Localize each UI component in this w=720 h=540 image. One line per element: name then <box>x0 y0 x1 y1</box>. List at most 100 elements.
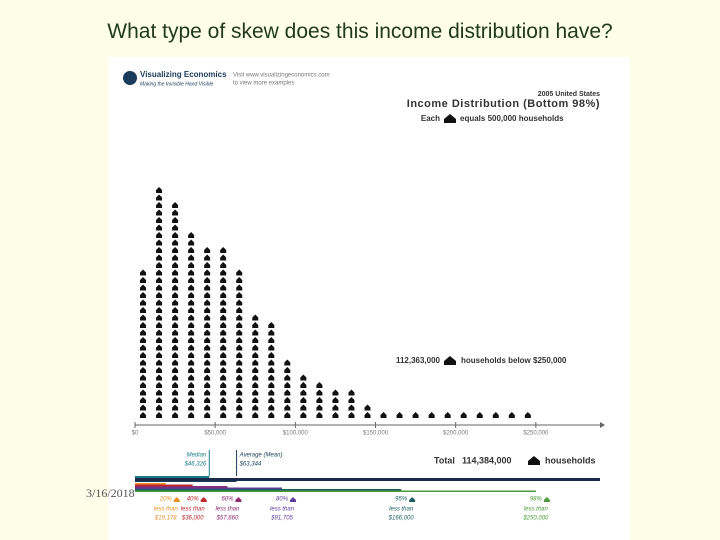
house-icon <box>172 307 179 313</box>
house-icon <box>188 239 195 246</box>
house-icon <box>172 344 179 351</box>
house-icon <box>156 404 163 411</box>
icon-column <box>492 412 499 418</box>
house-icon <box>284 397 291 403</box>
house-icon <box>172 299 179 306</box>
house-icon <box>252 359 259 366</box>
total-label: Total <box>434 455 455 465</box>
house-icon <box>156 344 163 351</box>
house-icon <box>332 397 339 403</box>
house-icon <box>188 397 195 403</box>
house-icon <box>268 412 275 418</box>
house-icon <box>220 389 227 396</box>
house-icon <box>172 397 179 403</box>
house-icon <box>172 404 179 411</box>
house-icon <box>220 404 227 411</box>
house-icon <box>156 329 163 336</box>
house-icon <box>188 284 195 291</box>
house-icon <box>204 367 211 373</box>
x-tick-label: $0 <box>132 431 139 437</box>
house-icon <box>268 337 275 343</box>
house-icon <box>220 277 227 283</box>
house-icon <box>220 367 227 373</box>
percentile-percent: 80% <box>276 497 289 503</box>
house-icon <box>204 292 211 298</box>
house-icon <box>188 277 195 283</box>
house-icon <box>220 337 227 343</box>
house-icon <box>284 404 291 411</box>
marker-bar <box>135 476 210 479</box>
house-icon <box>252 344 259 351</box>
house-icon <box>140 277 147 283</box>
tagline: Making the Invisible Hand Visible <box>140 81 214 87</box>
percentile-text: less than <box>215 507 240 513</box>
house-icon <box>508 412 515 418</box>
house-icon <box>220 314 227 321</box>
house-icon <box>236 329 243 336</box>
house-icon <box>204 254 211 261</box>
house-icon <box>364 404 371 411</box>
house-icon <box>172 254 179 261</box>
icon-column <box>348 389 355 418</box>
house-icon <box>236 314 243 321</box>
house-icon <box>156 224 163 231</box>
house-icon <box>300 374 307 381</box>
house-icon <box>220 269 227 276</box>
house-icon <box>284 374 291 381</box>
x-tick-label: $50,000 <box>204 431 226 437</box>
house-icon <box>204 359 211 366</box>
house-icon <box>140 314 147 321</box>
house-icon <box>156 277 163 283</box>
icon-column <box>524 412 531 418</box>
house-icon <box>236 359 243 366</box>
house-icon <box>172 367 179 373</box>
percentile-icon <box>543 497 550 502</box>
house-icon <box>172 209 179 216</box>
house-icon <box>156 307 163 313</box>
percentile-bar <box>135 486 228 488</box>
logo-icon <box>123 71 137 85</box>
house-icon <box>204 412 211 418</box>
house-icon <box>188 299 195 306</box>
house-icon <box>348 404 355 411</box>
house-icon <box>220 412 227 418</box>
house-icon <box>300 412 307 418</box>
house-icon <box>204 277 211 283</box>
subtitle: 2005 United States <box>538 91 600 98</box>
house-icon <box>460 412 467 418</box>
house-icon <box>236 344 243 351</box>
house-icon <box>252 412 259 418</box>
icon-column <box>508 412 515 418</box>
house-icon <box>140 337 147 343</box>
house-icon <box>156 397 163 403</box>
percentile-bar <box>135 490 536 492</box>
percentile-percent: 95% <box>395 497 408 503</box>
house-icon <box>220 254 227 261</box>
axis-arrow <box>600 422 605 428</box>
marker-label: Median <box>187 453 207 459</box>
house-icon <box>236 292 243 298</box>
house-icon <box>188 292 195 298</box>
house-icon <box>492 412 499 418</box>
house-icon <box>188 359 195 366</box>
house-icon <box>204 337 211 343</box>
house-icon <box>172 292 179 298</box>
house-icon <box>348 412 355 418</box>
house-icon <box>156 337 163 343</box>
icon-column <box>252 314 259 418</box>
house-icon <box>156 352 163 358</box>
house-icon <box>204 322 211 328</box>
date: 3/16/2018 <box>86 486 135 500</box>
house-icon <box>268 352 275 358</box>
icon-column <box>476 412 483 418</box>
house-icon <box>220 359 227 366</box>
house-icon <box>188 314 195 321</box>
percentile-bar <box>135 484 193 486</box>
icon-column <box>364 404 371 418</box>
icon-column <box>300 374 307 418</box>
total-count: 114,384,000 <box>462 455 512 465</box>
house-icon <box>268 382 275 388</box>
house-icon <box>156 374 163 381</box>
house-icon <box>220 284 227 291</box>
house-icon <box>188 247 195 253</box>
